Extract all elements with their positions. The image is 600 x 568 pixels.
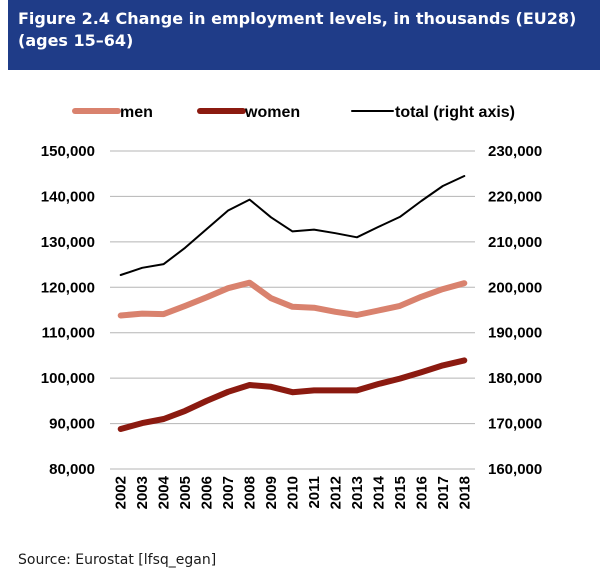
y-right-tick-label: 160,000 xyxy=(488,461,542,478)
x-tick-label: 2008 xyxy=(242,476,259,509)
y-left-tick-label: 110,000 xyxy=(42,325,95,342)
figure-title-line-1: Figure 2.4 Change in employment levels, … xyxy=(18,9,577,28)
y-right-tick-label: 200,000 xyxy=(488,279,542,296)
series-lines xyxy=(117,175,468,432)
x-tick-label: 2017 xyxy=(435,476,452,509)
y-left-tick-label: 150,000 xyxy=(41,143,95,160)
gridlines xyxy=(110,150,475,470)
legend-label-0: men xyxy=(120,104,153,121)
x-tick-label: 2006 xyxy=(199,476,216,509)
y-left-tick-label: 90,000 xyxy=(49,416,95,433)
x-tick-label: 2015 xyxy=(392,476,409,509)
y-right-tick-label: 220,000 xyxy=(488,188,542,205)
y-left-tick-label: 80,000 xyxy=(49,461,95,478)
y-right-tick-label: 190,000 xyxy=(488,325,542,342)
x-tick-label: 2013 xyxy=(349,476,366,509)
figure-title: Figure 2.4 Change in employment levels, … xyxy=(8,0,600,70)
series-line-2 xyxy=(119,175,466,276)
right-axis: 160,000 170,000 180,000 190,000 200,000 210,0… xyxy=(488,143,542,478)
x-tick-label: 2003 xyxy=(134,476,151,509)
y-right-tick-label: 230,000 xyxy=(488,143,542,160)
series-line-0 xyxy=(117,279,468,319)
series-line-1 xyxy=(117,357,468,432)
legend-label-1: women xyxy=(244,104,300,121)
x-tick-label: 2014 xyxy=(370,475,387,509)
x-tick-label: 2016 xyxy=(413,476,430,509)
x-tick-label: 2009 xyxy=(263,476,280,509)
y-left-tick-label: 120,000 xyxy=(41,279,95,296)
legend-label-2: total (right axis) xyxy=(395,104,515,121)
x-tick-label: 2018 xyxy=(456,476,473,509)
figure-title-line-2: (ages 15–64) xyxy=(18,31,134,50)
y-left-tick-label: 100,000 xyxy=(41,370,95,387)
x-tick-label: 2005 xyxy=(177,476,194,509)
y-right-tick-label: 170,000 xyxy=(488,416,542,433)
y-right-tick-label: 210,000 xyxy=(488,234,542,251)
y-left-tick-label: 140,000 xyxy=(41,188,95,205)
left-axis: 80,000 90,000 100,000 110,000 120,000 130,000… xyxy=(41,143,95,478)
x-tick-label: 2010 xyxy=(285,476,302,509)
x-tick-label: 2012 xyxy=(327,476,344,509)
x-tick-label: 2007 xyxy=(220,476,237,509)
y-right-tick-label: 180,000 xyxy=(488,370,542,387)
x-tick-label: 2011 xyxy=(306,476,323,509)
x-axis: 2002 2003 2004 2005 2006 2007 2008 2009 2010 2011… xyxy=(113,475,474,509)
x-tick-label: 2004 xyxy=(156,475,173,509)
y-left-tick-label: 130,000 xyxy=(41,234,95,251)
source-note: Source: Eurostat [lfsq_egan] xyxy=(18,552,217,568)
legend: men women total (right axis) xyxy=(72,104,515,121)
x-tick-label: 2002 xyxy=(113,476,130,509)
